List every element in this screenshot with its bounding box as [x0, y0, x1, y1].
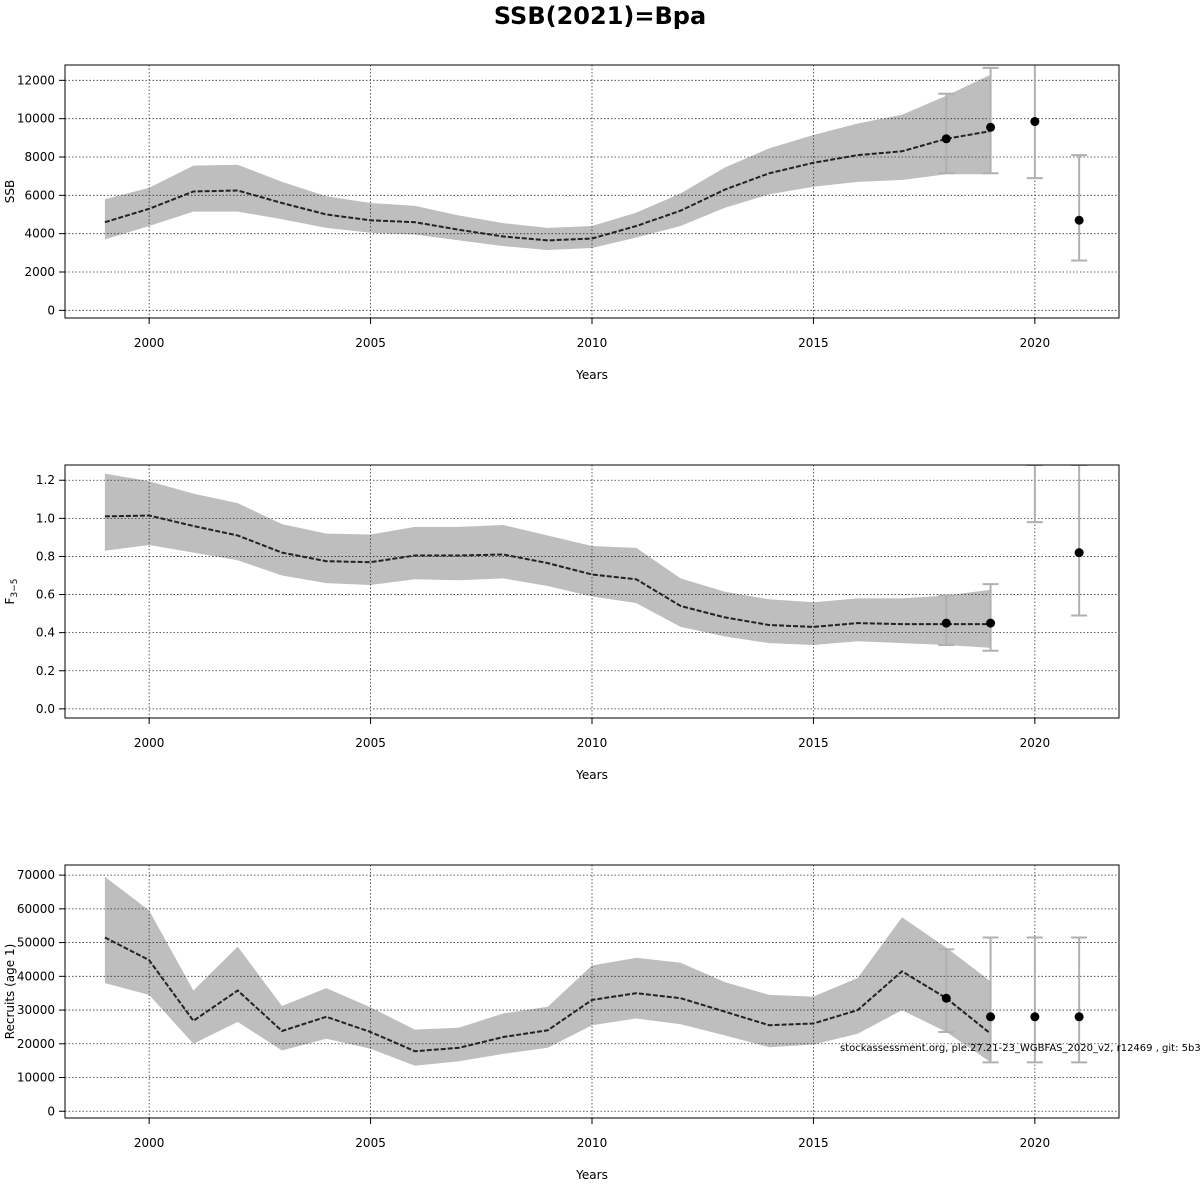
- error-bar: [1026, 465, 1043, 524]
- y-tick-label: 12000: [17, 73, 55, 87]
- estimate-line: [104, 936, 992, 1053]
- chart-title: SSB(2021)=Bpa: [493, 2, 707, 30]
- y-tick-label: 0.0: [36, 702, 55, 716]
- x-axis-label: Years: [575, 1168, 608, 1182]
- error-bar: [1071, 936, 1088, 1064]
- y-axis-label: Recruits (age 1): [3, 944, 17, 1040]
- y-axis-label-subscript: 3−5: [10, 579, 20, 598]
- data-point: [986, 618, 996, 628]
- error-bar: [982, 936, 999, 1064]
- data-point: [941, 618, 951, 628]
- y-tick-label: 8000: [24, 150, 55, 164]
- y-tick-label: 0.6: [36, 588, 55, 602]
- x-axis-label: Years: [575, 368, 608, 382]
- plot-area: [65, 465, 1119, 718]
- data-point: [1074, 1012, 1084, 1022]
- x-axis-label: Years: [575, 768, 608, 782]
- y-axis-label: F3−5: [3, 579, 20, 605]
- plot-area: [65, 65, 1119, 318]
- y-axis-label: SSB: [3, 180, 17, 203]
- confidence-band: [104, 473, 991, 648]
- y-tick-label: 30000: [17, 1003, 55, 1017]
- x-tick-label: 2015: [798, 736, 829, 750]
- y-tick-label: 0.4: [36, 626, 55, 640]
- error-bar: [982, 583, 999, 652]
- x-tick-label: 2000: [134, 736, 165, 750]
- y-tick-label: 70000: [17, 868, 55, 882]
- y-tick-label: 60000: [17, 902, 55, 916]
- x-tick-label: 2015: [798, 1136, 829, 1150]
- x-tick-label: 2020: [1020, 336, 1051, 350]
- x-tick-label: 2010: [577, 336, 608, 350]
- y-tick-label: 0.2: [36, 664, 55, 678]
- x-tick-label: 2010: [577, 1136, 608, 1150]
- confidence-band: [104, 876, 991, 1066]
- y-tick-label: 20000: [17, 1037, 55, 1051]
- estimate-line: [104, 514, 991, 628]
- data-point: [941, 993, 951, 1003]
- data-point: [1074, 215, 1084, 225]
- error-bar: [1026, 936, 1043, 1064]
- plot-area: [65, 865, 1119, 1118]
- confidence-band: [104, 74, 991, 250]
- error-bar: [938, 948, 955, 1033]
- footnote-text: stockassessment.org, ple.27.21-23_WGBFAS…: [840, 1043, 1200, 1054]
- error-bar: [938, 92, 955, 175]
- error-bar: [982, 66, 999, 175]
- estimate-line: [104, 130, 991, 242]
- data-point: [1074, 548, 1084, 558]
- x-tick-label: 2010: [577, 736, 608, 750]
- data-point: [941, 134, 951, 144]
- y-tick-label: 0: [47, 303, 55, 317]
- y-tick-label: 40000: [17, 969, 55, 983]
- y-tick-label: 0.8: [36, 549, 55, 563]
- x-tick-label: 2000: [134, 1136, 165, 1150]
- x-tick-label: 2005: [355, 736, 386, 750]
- data-point: [1030, 117, 1040, 127]
- x-tick-label: 2020: [1020, 736, 1051, 750]
- x-tick-label: 2005: [355, 336, 386, 350]
- y-tick-label: 10000: [17, 1071, 55, 1085]
- x-tick-label: 2020: [1020, 1136, 1051, 1150]
- y-tick-label: 1.0: [36, 511, 55, 525]
- error-bar: [1071, 154, 1088, 262]
- y-tick-label: 0: [47, 1104, 55, 1118]
- x-tick-label: 2015: [798, 336, 829, 350]
- data-point: [986, 1012, 996, 1022]
- y-tick-label: 50000: [17, 936, 55, 950]
- y-tick-label: 4000: [24, 227, 55, 241]
- y-tick-label: 1.2: [36, 473, 55, 487]
- y-tick-label: 6000: [24, 188, 55, 202]
- panel-1: 2000 2005 2010 2015 2020 0 2000 4000 6000 8000 100…: [3, 64, 1120, 382]
- x-tick-label: 2000: [134, 336, 165, 350]
- error-bar: [1071, 465, 1088, 617]
- panel-3: 2000 2005 2010 2015 2020 0 10000 20000 30000 4000…: [3, 864, 1120, 1182]
- y-tick-label: 10000: [17, 112, 55, 126]
- data-point: [986, 122, 996, 132]
- data-point: [1030, 1012, 1040, 1022]
- y-tick-label: 2000: [24, 265, 55, 279]
- x-tick-label: 2005: [355, 1136, 386, 1150]
- panel-2: 2000 2005 2010 2015 2020 0.0 0.2 0.4 0.6 0.8 1.0 1.…: [3, 464, 1120, 782]
